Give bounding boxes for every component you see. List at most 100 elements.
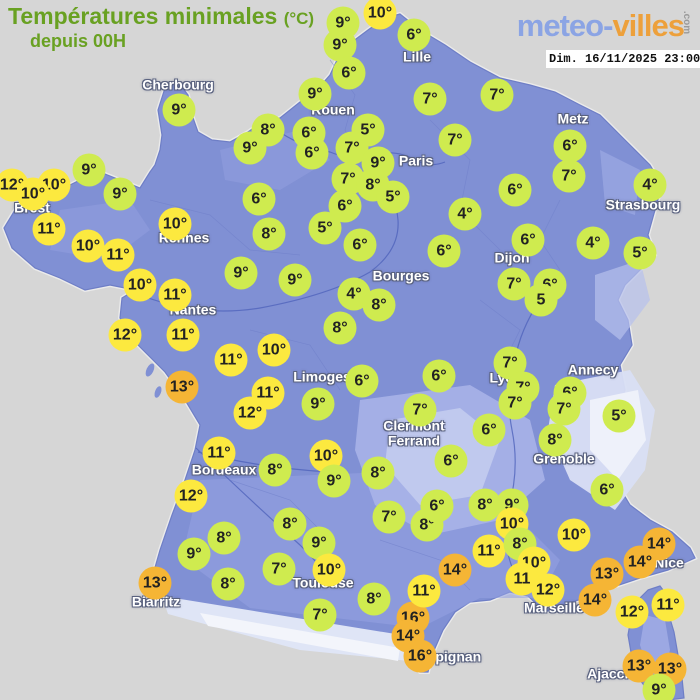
temp-marker: 11° [158,278,192,312]
temp-marker: 12° [615,595,649,629]
temp-marker: 6° [472,413,506,447]
terrain-vosges [600,150,640,215]
temp-marker: 9° [301,387,335,421]
temp-marker: 9° [298,77,332,111]
temp-marker: 7° [552,159,586,193]
temp-marker: 5° [623,236,657,270]
temp-marker: 5° [376,180,410,214]
temp-marker: 6° [511,223,545,257]
temp-marker: 13° [165,370,199,404]
temp-marker: 6° [498,173,532,207]
temp-marker: 5° [351,113,385,147]
temp-marker: 10° [123,268,157,302]
temp-marker: 12° [531,573,565,607]
datestamp-label: Dim. 16/11/2025 23:00 [546,50,700,68]
temp-marker: 10° [312,553,346,587]
site-logo[interactable]: meteo-villes .com [516,8,692,44]
temp-marker: 8° [361,456,395,490]
island [154,386,162,398]
temp-marker: 8° [207,521,241,555]
temp-marker: 13° [590,557,624,591]
temp-marker: 4° [576,226,610,260]
temp-marker: 14° [438,553,472,587]
temp-marker: 6° [343,228,377,262]
title-unit: (°C) [283,9,315,28]
logo-text-blue: meteo- [516,8,614,43]
temp-marker: 8° [258,453,292,487]
temp-marker: 11° [651,588,685,622]
temp-marker: 12° [233,396,267,430]
temp-marker: 7° [262,552,296,586]
temp-marker: 11° [472,534,506,568]
temp-marker: 7° [438,123,472,157]
temp-marker: 10° [257,333,291,367]
temp-marker: 11° [166,318,200,352]
temp-marker: 8° [252,217,286,251]
temp-marker: 12° [108,318,142,352]
temp-marker: 6° [345,364,379,398]
temp-marker: 10° [557,518,591,552]
temp-marker: 11° [202,436,236,470]
page-subtitle: depuis 00H [30,31,127,51]
temp-marker: 9° [642,673,676,700]
temp-marker: 11° [101,238,135,272]
terrain-jura [595,260,650,340]
temp-marker: 10° [71,229,105,263]
temp-marker: 5° [308,211,342,245]
temp-marker: 8° [251,113,285,147]
temp-marker: 9° [278,263,312,297]
temp-marker: 6° [295,136,329,170]
temp-marker: 6° [422,359,456,393]
temp-marker: 6° [427,234,461,268]
temp-marker: 6° [332,56,366,90]
title-text: Températures minimales [8,3,278,29]
temp-marker: 9° [323,28,357,62]
temp-marker: 9° [224,256,258,290]
page-title: Températures minimales (°C) [8,3,314,31]
temp-marker: 13° [138,566,172,600]
temp-marker: 9° [233,131,267,165]
temp-marker: 14° [623,545,657,579]
temp-marker: 5 [524,283,558,317]
temp-marker: 4° [633,168,667,202]
temp-marker: 6° [242,182,276,216]
temp-marker: 8° [362,288,396,322]
temp-marker: 7° [413,82,447,116]
temp-marker: 9° [177,537,211,571]
temp-marker: 7° [403,393,437,427]
temp-marker: 6° [397,18,431,52]
temp-marker: 11° [214,343,248,377]
temp-marker: 11° [32,212,66,246]
logo-text-orange: villes [612,8,685,43]
temp-marker: 9° [317,464,351,498]
temp-marker: 8° [273,507,307,541]
temp-marker: 7° [547,392,581,426]
island [145,363,155,377]
temp-marker: 11° [407,574,441,608]
temp-marker: 6° [420,489,454,523]
temp-marker: 7° [480,78,514,112]
temp-marker: 8° [538,423,572,457]
temp-marker: 8° [211,567,245,601]
temp-marker: 8° [323,311,357,345]
temp-marker: 4° [448,197,482,231]
temp-marker: 10° [158,207,192,241]
temp-marker: 6° [434,444,468,478]
temp-marker: 8° [357,582,391,616]
temp-marker: 12° [174,479,208,513]
temp-marker: 5° [602,399,636,433]
logo-tld: .com [680,10,692,35]
temp-marker: 9° [103,177,137,211]
terrain-pyrenees-core [200,613,400,661]
temp-marker: 10° [363,0,397,30]
temp-marker: 10° [16,177,50,211]
temp-marker: 7° [303,598,337,632]
island [82,265,94,271]
temp-marker: 9° [72,153,106,187]
temp-marker: 7° [372,500,406,534]
temp-marker: 9° [162,93,196,127]
temp-marker: 6° [553,129,587,163]
temp-marker: 6° [590,473,624,507]
